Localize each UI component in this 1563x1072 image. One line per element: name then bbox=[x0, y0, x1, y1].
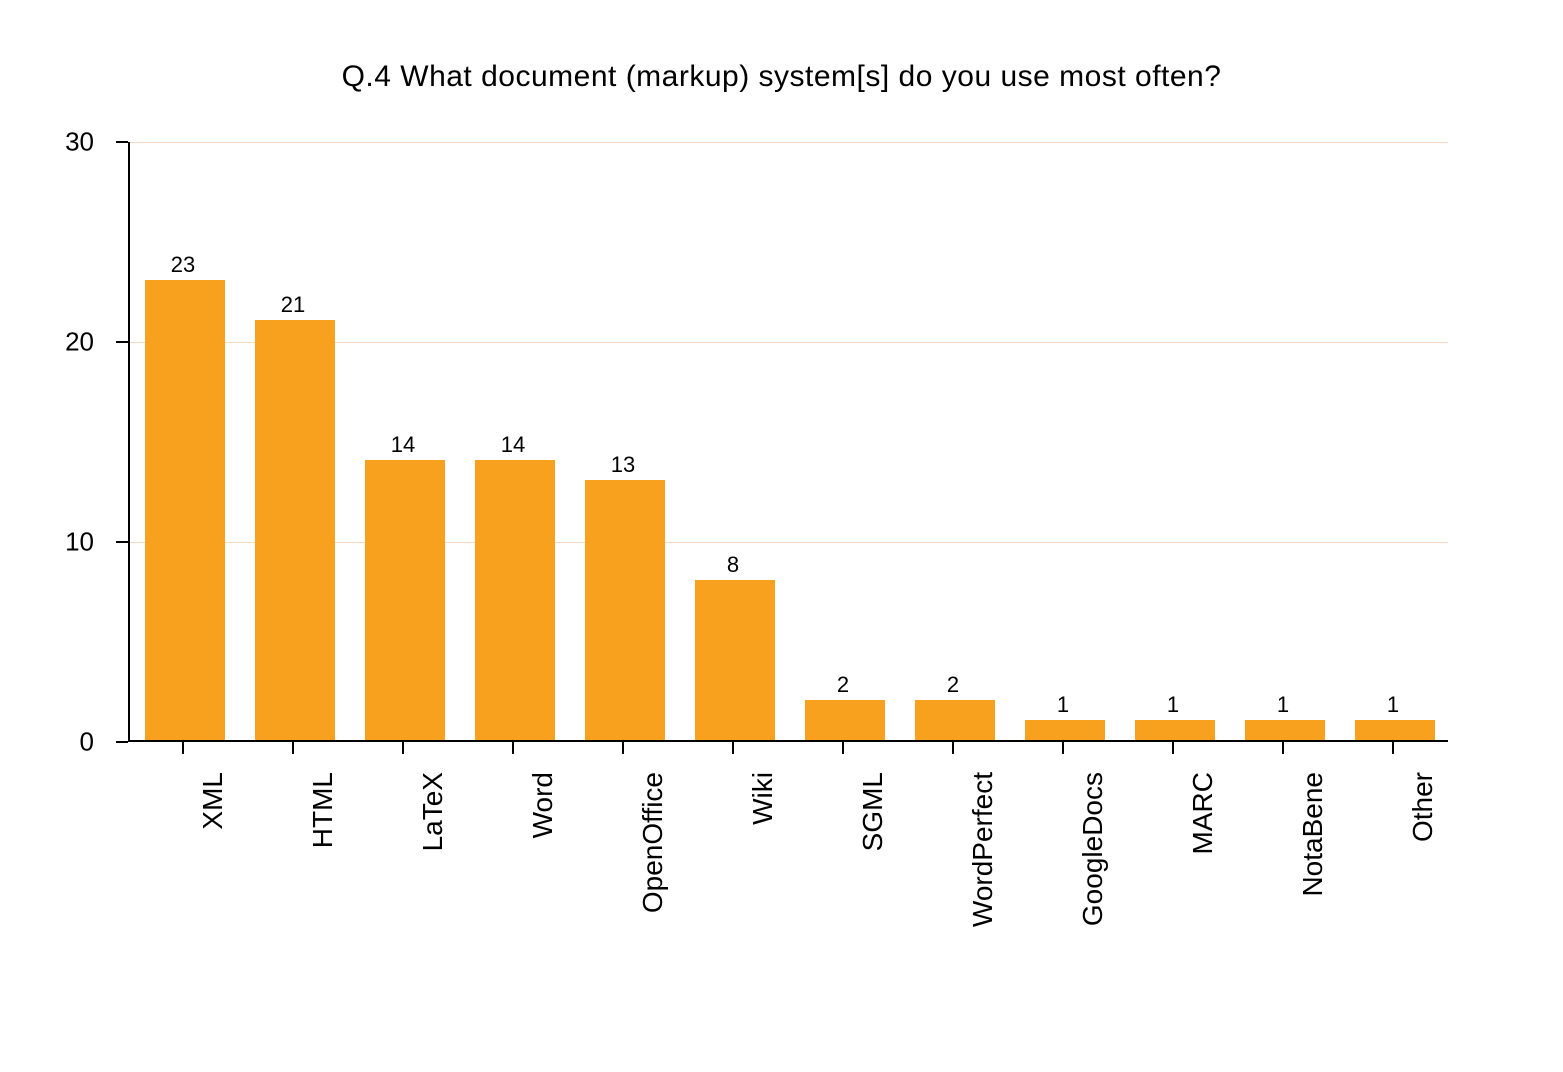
chart-title: Q.4 What document (markup) system[s] do … bbox=[0, 60, 1563, 94]
bar bbox=[1025, 720, 1104, 740]
xtick-mark bbox=[1392, 742, 1394, 754]
bar-value-label: 2 bbox=[947, 672, 959, 698]
ytick-label: 0 bbox=[0, 727, 94, 758]
bar bbox=[1355, 720, 1434, 740]
xtick-label: Other bbox=[1407, 772, 1439, 1072]
xtick-mark bbox=[622, 742, 624, 754]
ytick-mark bbox=[116, 341, 128, 343]
gridline bbox=[130, 142, 1448, 143]
bar-value-label: 13 bbox=[611, 452, 635, 478]
ytick-label: 30 bbox=[0, 127, 94, 158]
plot-area bbox=[128, 142, 1448, 742]
ytick-label: 10 bbox=[0, 527, 94, 558]
ytick-label: 20 bbox=[0, 327, 94, 358]
xtick-mark bbox=[292, 742, 294, 754]
bar-value-label: 14 bbox=[501, 432, 525, 458]
xtick-label: Wiki bbox=[747, 772, 779, 1072]
bar-value-label: 8 bbox=[727, 552, 739, 578]
xtick-label: NotaBene bbox=[1297, 772, 1329, 1072]
bar-value-label: 1 bbox=[1387, 692, 1399, 718]
xtick-label: LaTeX bbox=[417, 772, 449, 1072]
xtick-label: SGML bbox=[857, 772, 889, 1072]
xtick-mark bbox=[1172, 742, 1174, 754]
xtick-mark bbox=[402, 742, 404, 754]
bar bbox=[475, 460, 554, 740]
xtick-label: WordPerfect bbox=[967, 772, 999, 1072]
bar bbox=[255, 320, 334, 740]
ytick-mark bbox=[116, 141, 128, 143]
ytick-mark bbox=[116, 741, 128, 743]
bar-value-label: 2 bbox=[837, 672, 849, 698]
xtick-mark bbox=[1062, 742, 1064, 754]
xtick-mark bbox=[182, 742, 184, 754]
xtick-label: GoogleDocs bbox=[1077, 772, 1109, 1072]
xtick-label: Word bbox=[527, 772, 559, 1072]
chart-container: Q.4 What document (markup) system[s] do … bbox=[0, 0, 1563, 1055]
xtick-label: XML bbox=[197, 772, 229, 1072]
bar-value-label: 23 bbox=[171, 252, 195, 278]
xtick-mark bbox=[732, 742, 734, 754]
xtick-label: MARC bbox=[1187, 772, 1219, 1072]
bar bbox=[365, 460, 444, 740]
bar-value-label: 21 bbox=[281, 292, 305, 318]
bar-value-label: 1 bbox=[1167, 692, 1179, 718]
bar bbox=[145, 280, 224, 740]
xtick-mark bbox=[512, 742, 514, 754]
bar-value-label: 1 bbox=[1277, 692, 1289, 718]
ytick-mark bbox=[116, 541, 128, 543]
bar bbox=[1135, 720, 1214, 740]
xtick-mark bbox=[1282, 742, 1284, 754]
bar bbox=[695, 580, 774, 740]
xtick-mark bbox=[952, 742, 954, 754]
bar bbox=[915, 700, 994, 740]
bar bbox=[1245, 720, 1324, 740]
xtick-label: HTML bbox=[307, 772, 339, 1072]
xtick-label: OpenOffice bbox=[637, 772, 669, 1072]
xtick-mark bbox=[842, 742, 844, 754]
bar-value-label: 1 bbox=[1057, 692, 1069, 718]
bar bbox=[585, 480, 664, 740]
bar-value-label: 14 bbox=[391, 432, 415, 458]
bar bbox=[805, 700, 884, 740]
